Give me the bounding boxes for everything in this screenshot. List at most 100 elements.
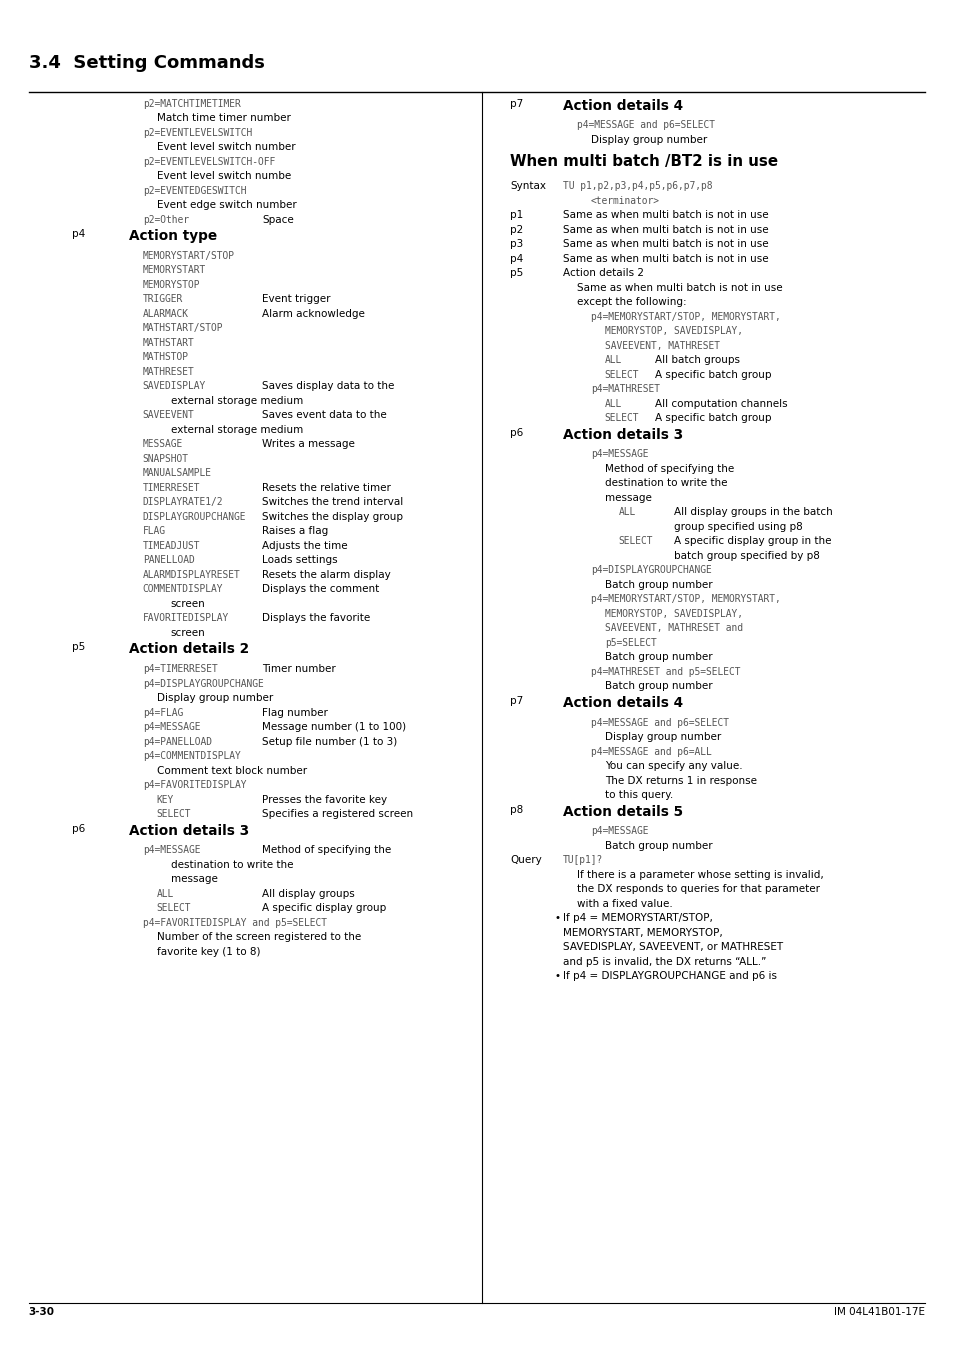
- Text: p4=MESSAGE and p6=SELECT: p4=MESSAGE and p6=SELECT: [577, 120, 714, 131]
- Text: destination to write the: destination to write the: [171, 860, 293, 869]
- Text: p4: p4: [510, 254, 523, 263]
- Text: SAVEDISPLAY: SAVEDISPLAY: [143, 381, 206, 392]
- Text: favorite key (1 to 8): favorite key (1 to 8): [156, 946, 260, 957]
- Text: SAVEEVENT: SAVEEVENT: [143, 410, 194, 420]
- Text: Event level switch numbe: Event level switch numbe: [156, 171, 291, 181]
- Text: MEMORYSTART: MEMORYSTART: [143, 266, 206, 275]
- Text: SAVEEVENT, MATHRESET: SAVEEVENT, MATHRESET: [604, 340, 720, 351]
- Text: Action details 5: Action details 5: [562, 805, 682, 818]
- Text: destination to write the: destination to write the: [604, 478, 726, 489]
- Text: KEY: KEY: [156, 795, 173, 805]
- Text: p7: p7: [510, 697, 523, 706]
- Text: MESSAGE: MESSAGE: [143, 439, 183, 450]
- Text: p4=FLAG: p4=FLAG: [143, 707, 183, 718]
- Text: p4=MESSAGE and p6=SELECT: p4=MESSAGE and p6=SELECT: [590, 718, 728, 728]
- Text: Batch group number: Batch group number: [604, 682, 712, 691]
- Text: Action details 4: Action details 4: [562, 99, 682, 112]
- Text: p4=MESSAGE: p4=MESSAGE: [143, 722, 200, 732]
- Text: p4=MESSAGE: p4=MESSAGE: [143, 845, 200, 856]
- Text: message: message: [171, 875, 217, 884]
- Text: Action details 2: Action details 2: [129, 643, 249, 656]
- Text: p4=PANELLOAD: p4=PANELLOAD: [143, 737, 212, 747]
- Text: MEMORYSTART/STOP: MEMORYSTART/STOP: [143, 251, 234, 261]
- Text: group specified using p8: group specified using p8: [673, 522, 801, 532]
- Text: batch group specified by p8: batch group specified by p8: [673, 551, 819, 562]
- Text: MATHSTART/STOP: MATHSTART/STOP: [143, 323, 223, 333]
- Text: Flag number: Flag number: [262, 707, 328, 718]
- Text: Saves display data to the: Saves display data to the: [262, 381, 395, 392]
- Text: Event trigger: Event trigger: [262, 294, 331, 304]
- Text: If p4 = DISPLAYGROUPCHANGE and p6 is: If p4 = DISPLAYGROUPCHANGE and p6 is: [562, 972, 776, 981]
- Text: A specific batch group: A specific batch group: [654, 370, 771, 379]
- Text: Same as when multi batch is not in use: Same as when multi batch is not in use: [577, 282, 781, 293]
- Text: SELECT: SELECT: [156, 809, 192, 819]
- Text: Raises a flag: Raises a flag: [262, 526, 328, 536]
- Text: p3: p3: [510, 239, 523, 250]
- Text: the DX responds to queries for that parameter: the DX responds to queries for that para…: [577, 884, 819, 895]
- Text: Number of the screen registered to the: Number of the screen registered to the: [156, 933, 360, 942]
- Text: p4=MATHRESET: p4=MATHRESET: [590, 385, 659, 394]
- Text: Syntax: Syntax: [510, 181, 546, 192]
- Text: Message number (1 to 100): Message number (1 to 100): [262, 722, 406, 732]
- Text: p8: p8: [510, 805, 523, 814]
- Text: p5: p5: [510, 269, 523, 278]
- Text: p4=MESSAGE: p4=MESSAGE: [590, 826, 648, 837]
- Text: MEMORYSTOP: MEMORYSTOP: [143, 279, 200, 290]
- Text: Specifies a registered screen: Specifies a registered screen: [262, 809, 413, 819]
- Text: All display groups in the batch: All display groups in the batch: [673, 508, 832, 517]
- Text: p6: p6: [510, 428, 523, 437]
- Text: Match time timer number: Match time timer number: [156, 113, 291, 123]
- Text: Switches the trend interval: Switches the trend interval: [262, 497, 403, 508]
- Text: Alarm acknowledge: Alarm acknowledge: [262, 309, 365, 319]
- Text: external storage medium: external storage medium: [171, 396, 303, 406]
- Text: MATHRESET: MATHRESET: [143, 367, 194, 377]
- Text: external storage medium: external storage medium: [171, 425, 303, 435]
- Text: All batch groups: All batch groups: [654, 355, 740, 366]
- Text: Action details 4: Action details 4: [562, 697, 682, 710]
- Text: p4=FAVORITEDISPLAY: p4=FAVORITEDISPLAY: [143, 780, 246, 790]
- Text: ALL: ALL: [618, 508, 636, 517]
- Text: Displays the favorite: Displays the favorite: [262, 613, 370, 624]
- Text: p1: p1: [510, 211, 523, 220]
- Text: COMMENTDISPLAY: COMMENTDISPLAY: [143, 585, 223, 594]
- Text: and p5 is invalid, the DX returns “ALL.”: and p5 is invalid, the DX returns “ALL.”: [562, 957, 765, 967]
- Text: message: message: [604, 493, 651, 504]
- Text: ALARMACK: ALARMACK: [143, 309, 189, 319]
- Text: MEMORYSTART, MEMORYSTOP,: MEMORYSTART, MEMORYSTOP,: [562, 927, 721, 938]
- Text: 3-30: 3-30: [29, 1307, 54, 1316]
- Text: Method of specifying the: Method of specifying the: [262, 845, 391, 856]
- Text: If there is a parameter whose setting is invalid,: If there is a parameter whose setting is…: [577, 869, 822, 880]
- Text: Display group number: Display group number: [604, 732, 720, 742]
- Text: SAVEEVENT, MATHRESET and: SAVEEVENT, MATHRESET and: [604, 624, 742, 633]
- Text: MEMORYSTOP, SAVEDISPLAY,: MEMORYSTOP, SAVEDISPLAY,: [604, 609, 742, 618]
- Text: screen: screen: [171, 599, 205, 609]
- Text: Presses the favorite key: Presses the favorite key: [262, 795, 387, 805]
- Text: p4=MEMORYSTART/STOP, MEMORYSTART,: p4=MEMORYSTART/STOP, MEMORYSTART,: [590, 594, 780, 605]
- Text: MEMORYSTOP, SAVEDISPLAY,: MEMORYSTOP, SAVEDISPLAY,: [604, 327, 742, 336]
- Text: SELECT: SELECT: [604, 413, 639, 423]
- Text: to this query.: to this query.: [604, 790, 673, 801]
- Text: Setup file number (1 to 3): Setup file number (1 to 3): [262, 737, 397, 747]
- Text: ALL: ALL: [604, 355, 621, 366]
- Text: TU p1,p2,p3,p4,p5,p6,p7,p8: TU p1,p2,p3,p4,p5,p6,p7,p8: [562, 181, 712, 192]
- Text: Batch group number: Batch group number: [604, 652, 712, 663]
- Text: MATHSTART: MATHSTART: [143, 338, 194, 348]
- Text: p2=EVENTEDGESWITCH: p2=EVENTEDGESWITCH: [143, 185, 246, 196]
- Text: 3.4  Setting Commands: 3.4 Setting Commands: [29, 54, 264, 72]
- Text: ALL: ALL: [156, 888, 173, 899]
- Text: Action type: Action type: [129, 230, 216, 243]
- Text: Timer number: Timer number: [262, 664, 335, 674]
- Text: Method of specifying the: Method of specifying the: [604, 464, 734, 474]
- Text: screen: screen: [171, 628, 205, 637]
- Text: Resets the relative timer: Resets the relative timer: [262, 483, 391, 493]
- Text: Switches the display group: Switches the display group: [262, 512, 403, 522]
- Text: p4=DISPLAYGROUPCHANGE: p4=DISPLAYGROUPCHANGE: [143, 679, 263, 688]
- Text: Query: Query: [510, 856, 541, 865]
- Text: DISPLAYGROUPCHANGE: DISPLAYGROUPCHANGE: [143, 512, 246, 522]
- Text: FAVORITEDISPLAY: FAVORITEDISPLAY: [143, 613, 229, 624]
- Text: p7: p7: [510, 99, 523, 108]
- Text: p4: p4: [71, 230, 85, 239]
- Text: TIMEADJUST: TIMEADJUST: [143, 541, 200, 551]
- Text: Space: Space: [262, 215, 294, 224]
- Text: All display groups: All display groups: [262, 888, 355, 899]
